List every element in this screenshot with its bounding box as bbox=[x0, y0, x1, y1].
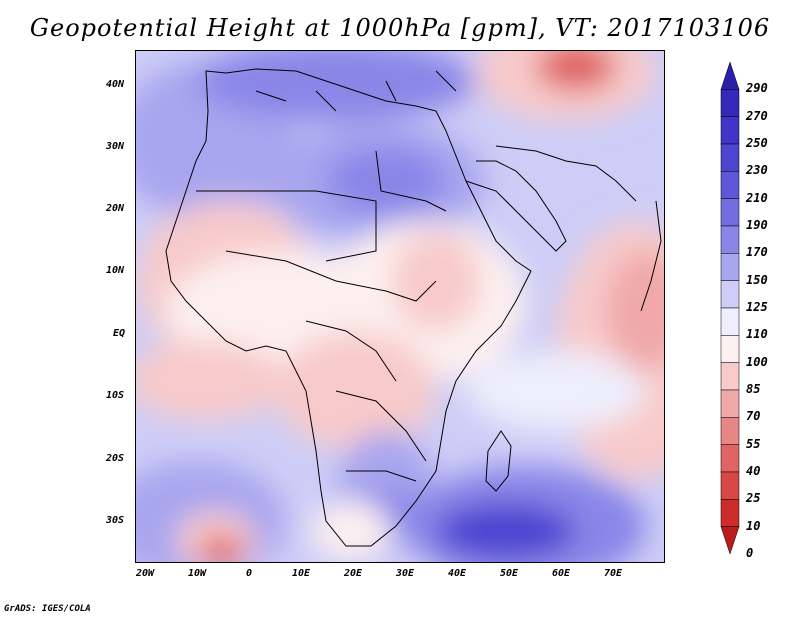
colorbar-segment bbox=[720, 499, 740, 527]
colorbar-label: 0 bbox=[746, 546, 754, 560]
lat-label-40n: 40N bbox=[106, 79, 125, 90]
lon-label-70e: 70E bbox=[603, 568, 623, 579]
colorbar-label: 100 bbox=[746, 354, 768, 369]
lat-label-20n: 20N bbox=[106, 203, 125, 214]
lat-label-eq: EQ bbox=[113, 328, 126, 339]
colorbar-segment bbox=[720, 417, 740, 445]
colorbar-segment bbox=[720, 116, 740, 145]
colorbar-segment bbox=[720, 307, 740, 336]
colorbar-label: 55 bbox=[746, 436, 761, 451]
colorbar-label: 170 bbox=[746, 245, 768, 260]
coastlines bbox=[165, 68, 662, 547]
colorbar-segment bbox=[720, 471, 740, 500]
colorbar-segment bbox=[720, 280, 740, 309]
colorbar-segment bbox=[720, 389, 740, 418]
grads-credit: GrADS: IGES/COLA bbox=[4, 604, 91, 614]
colorbar-segment bbox=[720, 335, 740, 363]
lon-label-60e: 60E bbox=[551, 568, 571, 579]
colorbar-label: 290 bbox=[746, 81, 768, 96]
colorbar-segment bbox=[720, 253, 740, 281]
lat-label-10n: 10N bbox=[106, 265, 125, 276]
colorbar-label: 70 bbox=[746, 409, 761, 424]
lon-label-50e: 50E bbox=[499, 568, 519, 579]
map-title: Geopotential Height at 1000hPa [gpm], VT… bbox=[29, 14, 771, 42]
lon-label-0: 0 bbox=[245, 568, 253, 579]
lon-label-40e: 40E bbox=[447, 568, 467, 579]
colorbar-label: 230 bbox=[746, 163, 768, 178]
colorbar-label: 150 bbox=[746, 272, 768, 287]
height-field bbox=[136, 51, 664, 562]
colorbar-label: 190 bbox=[746, 218, 768, 232]
colorbar-label: 210 bbox=[746, 190, 768, 205]
colorbar-label: 250 bbox=[746, 136, 768, 150]
colorbar bbox=[720, 61, 740, 555]
lon-label-20e: 20E bbox=[343, 568, 363, 579]
colorbar-segment bbox=[720, 362, 740, 391]
colorbar-segment bbox=[720, 61, 740, 90]
colorbar-segment bbox=[720, 143, 740, 172]
lat-label-30s: 30S bbox=[106, 515, 125, 526]
lon-label-20w: 20W bbox=[135, 568, 155, 579]
lon-label-30e: 30E bbox=[395, 568, 415, 579]
colorbar-segment bbox=[720, 444, 740, 473]
colorbar-label: 85 bbox=[746, 382, 761, 396]
colorbar-label: 10 bbox=[746, 518, 761, 533]
colorbar-segment bbox=[720, 89, 740, 117]
colorbar-segment bbox=[720, 171, 740, 199]
map-panel bbox=[135, 50, 665, 563]
colorbar-label: 110 bbox=[746, 327, 768, 342]
lon-label-10e: 10E bbox=[291, 568, 311, 579]
lat-label-30n: 30N bbox=[106, 141, 125, 152]
lat-label-10s: 10S bbox=[106, 390, 125, 401]
colorbar-label: 40 bbox=[746, 464, 761, 478]
colorbar-segment bbox=[720, 225, 740, 254]
colorbar-segment bbox=[720, 198, 740, 227]
colorbar-label: 270 bbox=[746, 108, 768, 123]
lon-label-10w: 10W bbox=[187, 568, 207, 579]
lat-label-20s: 20S bbox=[106, 453, 125, 464]
colorbar-label: 25 bbox=[746, 491, 761, 506]
colorbar-label: 125 bbox=[746, 300, 768, 314]
colorbar-segment bbox=[720, 526, 740, 555]
